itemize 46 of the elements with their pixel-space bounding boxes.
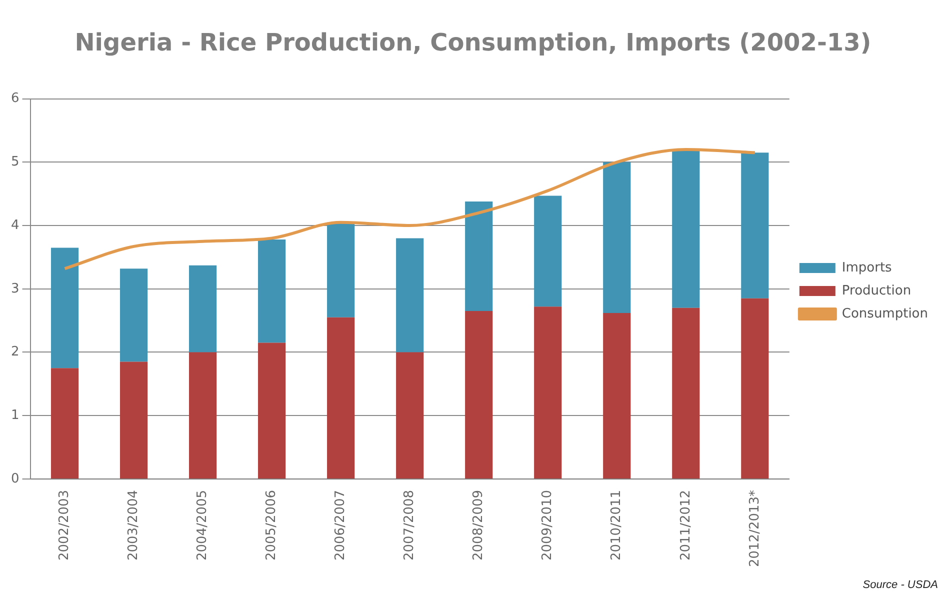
bar [741,298,769,478]
line-series [63,148,756,270]
y-tick-label: 2 [10,344,20,360]
bar [672,308,700,478]
x-tick-label: 2004/2005 [195,490,210,561]
x-tick-label: 2012/2013* [747,489,762,568]
y-tick-label: 1 [10,408,20,423]
x-tick-label: 2008/2009 [471,490,486,561]
x-tick-label: 2011/2012 [678,490,694,561]
bar [534,306,562,478]
bar [672,150,700,308]
bar [189,265,217,352]
y-tick-label: 0 [10,471,20,486]
y-tick-label: 6 [10,91,20,106]
bar [327,317,355,478]
legend-label: Imports [842,260,892,276]
chart-title: Nigeria - Rice Production, Consumption, Imports (2002-13) [74,28,872,57]
bar [50,368,79,478]
x-tick-label: 2005/2006 [264,490,280,561]
bar [258,342,286,478]
bar [396,352,424,478]
x-tick-label: 2002/2003 [57,490,72,561]
bar [465,311,493,478]
legend-label: Consumption [842,306,928,322]
legend-label: Production [842,283,912,298]
y-tick-label: 4 [10,218,20,233]
bar [258,239,286,343]
bar [603,162,631,313]
x-tick-label: 2010/2011 [609,490,624,561]
source-note: Source - USDA [862,579,938,591]
y-tick-label: 3 [10,281,20,296]
bar [465,201,493,312]
y-tick-label: 5 [10,154,20,170]
bar [603,312,631,478]
bar [396,238,424,352]
bar [189,352,217,478]
x-tick-label: 2009/2010 [540,490,556,561]
bar [534,196,562,307]
x-tick-label: 2007/2008 [402,490,418,561]
bar [50,248,79,368]
bar [741,152,769,298]
bar [327,222,355,318]
x-tick-label: 2003/2004 [126,490,142,561]
x-tick-label: 2006/2007 [333,490,348,561]
bar [120,268,148,362]
bar [120,362,148,478]
